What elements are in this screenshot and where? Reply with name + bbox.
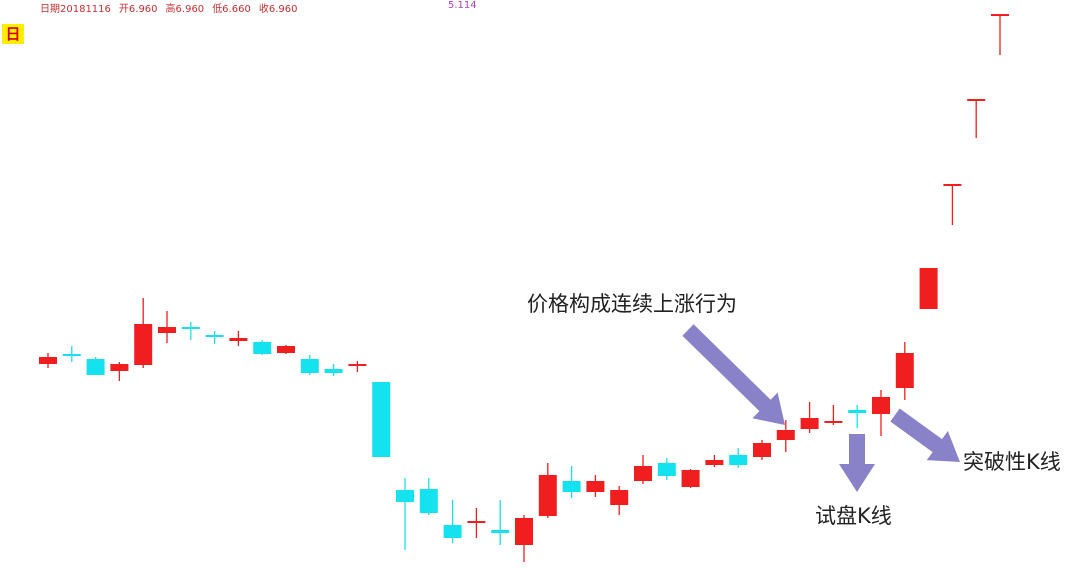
- candle-body: [895, 353, 914, 388]
- candle-body: [62, 354, 81, 356]
- candle-body: [396, 490, 414, 502]
- candle-body: [372, 382, 391, 457]
- candle: [86, 357, 105, 375]
- candle-body: [205, 335, 224, 337]
- ohlc-readout: 日期20181116 开6.960 高6.960 低6.660 收6.960: [40, 0, 305, 15]
- candle: [110, 362, 129, 381]
- candle-body: [991, 14, 1009, 16]
- candle-body: [229, 338, 248, 341]
- candle-body: [562, 481, 581, 492]
- candle: [681, 469, 700, 488]
- candle-body: [657, 463, 676, 476]
- candle: [205, 331, 224, 344]
- close-readout: 收6.960: [258, 4, 298, 15]
- candle-body: [634, 466, 652, 481]
- candle: [753, 440, 771, 460]
- candle-body: [681, 470, 700, 487]
- high-readout: 高6.960: [165, 4, 205, 15]
- candle: [967, 99, 986, 138]
- candle-body: [824, 421, 843, 423]
- candle: [586, 475, 605, 497]
- candle-body: [491, 530, 510, 533]
- candle-body: [586, 481, 605, 492]
- candle: [324, 364, 343, 376]
- candle: [895, 342, 914, 400]
- candle: [253, 340, 272, 355]
- candle-body: [800, 418, 819, 429]
- candle: [372, 382, 391, 457]
- candle-body: [610, 490, 629, 505]
- arrow-test-candle: [839, 434, 875, 492]
- candle-body: [919, 268, 938, 309]
- indicator-value: 5.114: [448, 0, 477, 11]
- candle-body: [443, 525, 462, 538]
- candle-body: [253, 342, 272, 354]
- candle: [848, 405, 867, 428]
- candle-body: [181, 327, 200, 329]
- candle: [919, 268, 938, 309]
- candle: [872, 390, 890, 436]
- candle-body: [134, 324, 153, 365]
- candle: [277, 345, 295, 354]
- candle: [229, 331, 248, 346]
- candle: [705, 455, 724, 467]
- candle: [991, 14, 1009, 55]
- candle-body: [943, 184, 962, 186]
- candle: [491, 500, 510, 545]
- candle: [800, 402, 819, 433]
- candle-body: [753, 443, 771, 457]
- low-readout: 低6.660: [212, 4, 251, 15]
- candle-body: [538, 475, 557, 516]
- candle: [300, 355, 319, 375]
- candle: [158, 311, 176, 343]
- candle-body: [729, 455, 748, 465]
- candle: [610, 486, 629, 515]
- annotation-breakout-candle: 突破性K线: [963, 450, 1061, 474]
- candle: [467, 508, 486, 538]
- candle-body: [158, 327, 176, 333]
- candle: [134, 298, 153, 368]
- open-readout: 开6.960: [118, 4, 158, 15]
- candle-body: [467, 521, 486, 523]
- candle-body: [848, 410, 867, 413]
- candle: [396, 478, 414, 550]
- candle-body: [277, 346, 295, 353]
- candle-body: [967, 99, 986, 101]
- candle: [348, 361, 367, 372]
- candle: [419, 478, 438, 515]
- candle-body: [39, 357, 57, 364]
- candle: [657, 458, 676, 480]
- candle: [443, 500, 462, 543]
- candle-body: [776, 430, 795, 440]
- candle-body: [705, 460, 724, 465]
- candle: [538, 463, 557, 518]
- annotation-trend: 价格构成连续上涨行为: [527, 292, 737, 316]
- candle: [729, 448, 748, 468]
- candle: [62, 346, 81, 362]
- candle-body: [515, 518, 533, 545]
- arrow-trend: [682, 324, 785, 425]
- candle-body: [86, 359, 105, 375]
- candle: [39, 353, 57, 368]
- candle: [181, 322, 200, 340]
- arrow-breakout: [890, 408, 960, 462]
- candle: [776, 420, 795, 452]
- annotation-test-candle: 试盘K线: [815, 504, 892, 528]
- candle: [943, 184, 962, 225]
- candle-body: [419, 489, 438, 513]
- candle: [634, 455, 652, 484]
- period-badge[interactable]: 日: [2, 24, 24, 44]
- date-readout: 日期20181116: [40, 4, 111, 15]
- candle-body: [348, 364, 367, 366]
- candle-body: [110, 364, 129, 371]
- candle-body: [872, 397, 890, 414]
- candle-body: [300, 359, 319, 373]
- candle: [515, 515, 533, 562]
- candle-body: [324, 369, 343, 373]
- candle: [824, 405, 843, 425]
- candle: [562, 466, 581, 498]
